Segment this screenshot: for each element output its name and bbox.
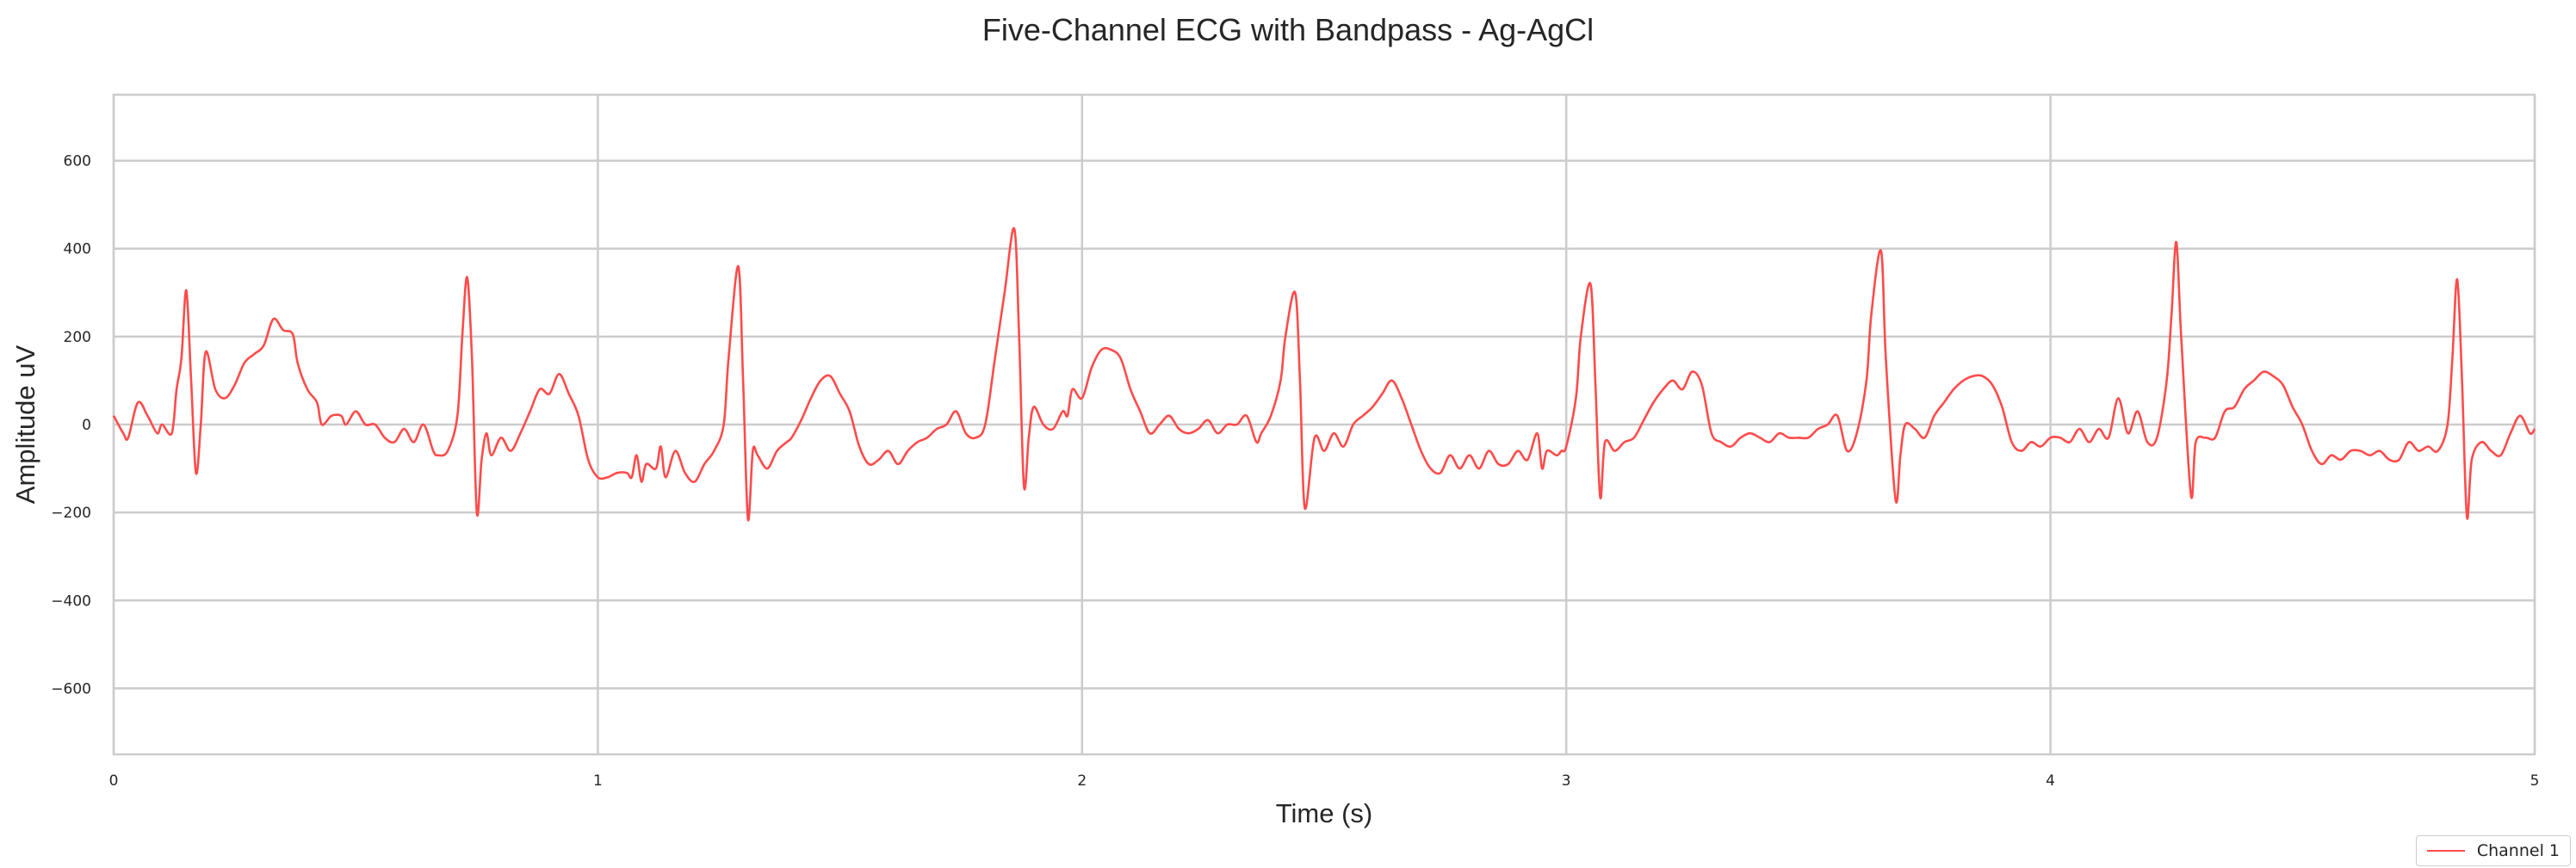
x-axis-label: Time (s) [1276, 798, 1373, 828]
series-layer [112, 226, 2536, 522]
tick-labels: −600 −400 −200 0 200 400 600 0 1 2 3 4 5 [51, 153, 2539, 790]
chart-title: Five-Channel ECG with Bandpass - Ag-AgCl [982, 12, 1594, 47]
y-tick-label: 0 [82, 417, 91, 434]
x-tick-label: 4 [2046, 772, 2055, 790]
y-axis-label: Amplitude uV [10, 344, 40, 504]
x-tick-label: 2 [1077, 772, 1087, 790]
x-tick-label: 1 [593, 772, 603, 790]
x-tick-label: 0 [109, 772, 119, 790]
y-tick-label: −200 [51, 505, 91, 522]
legend-label-channel-1: Channel 1 [2476, 841, 2560, 860]
grid-lines [112, 95, 2536, 754]
y-tick-label: 400 [64, 241, 91, 258]
legend: Channel 1 [2415, 835, 2571, 866]
x-tick-label: 5 [2530, 772, 2540, 790]
series-line-channel-1 [112, 226, 2536, 522]
y-tick-label: −600 [51, 680, 91, 698]
y-tick-label: 600 [64, 153, 91, 170]
y-tick-label: 200 [64, 329, 91, 346]
legend-swatch [2426, 850, 2465, 852]
y-tick-label: −400 [51, 592, 91, 610]
x-tick-label: 3 [1562, 772, 1571, 790]
